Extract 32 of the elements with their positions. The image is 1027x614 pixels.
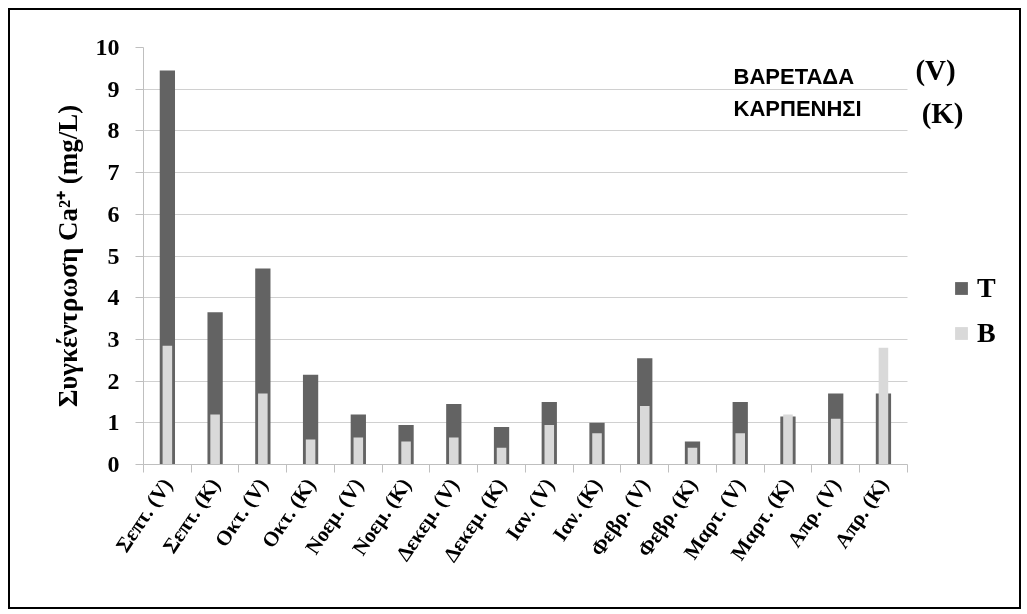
y-tick-label: 7 [107, 159, 120, 186]
bar [592, 433, 602, 465]
text: (V) [915, 54, 956, 88]
bar [162, 345, 173, 465]
bar [353, 437, 364, 465]
bar [544, 424, 555, 465]
bar [401, 441, 411, 465]
y-tick-label: 2 [107, 367, 120, 394]
y-tick-label: 3 [107, 325, 120, 352]
bar [449, 437, 459, 465]
y-tick-label: 6 [107, 200, 120, 227]
bar [830, 418, 841, 465]
bar [496, 447, 507, 465]
bar [639, 406, 650, 465]
bar [258, 393, 268, 465]
y-tick-label: 8 [107, 117, 120, 144]
y-tick-label: 9 [107, 75, 120, 102]
annotation: ΚΑΡΠΕΝΗΣΙ [733, 95, 862, 121]
bar [305, 439, 316, 465]
bar [687, 447, 698, 465]
y-tick-label: 10 [95, 34, 120, 60]
text: (K) [921, 97, 964, 131]
y-axis-title: Συγκέντρωση Ca²⁺ (mg/L) [52, 104, 83, 408]
y-tick-label: 4 [107, 284, 120, 311]
legend-label: B [977, 317, 997, 349]
y-tick-label: 5 [107, 242, 120, 269]
y-tick-label: 1 [107, 409, 120, 436]
bar [210, 414, 220, 465]
annotation: ΒΑΡΕΤΑΔΑ [733, 64, 855, 90]
y-tick-label: 0 [107, 451, 120, 477]
legend-label: T [977, 272, 997, 304]
bar [735, 433, 745, 465]
